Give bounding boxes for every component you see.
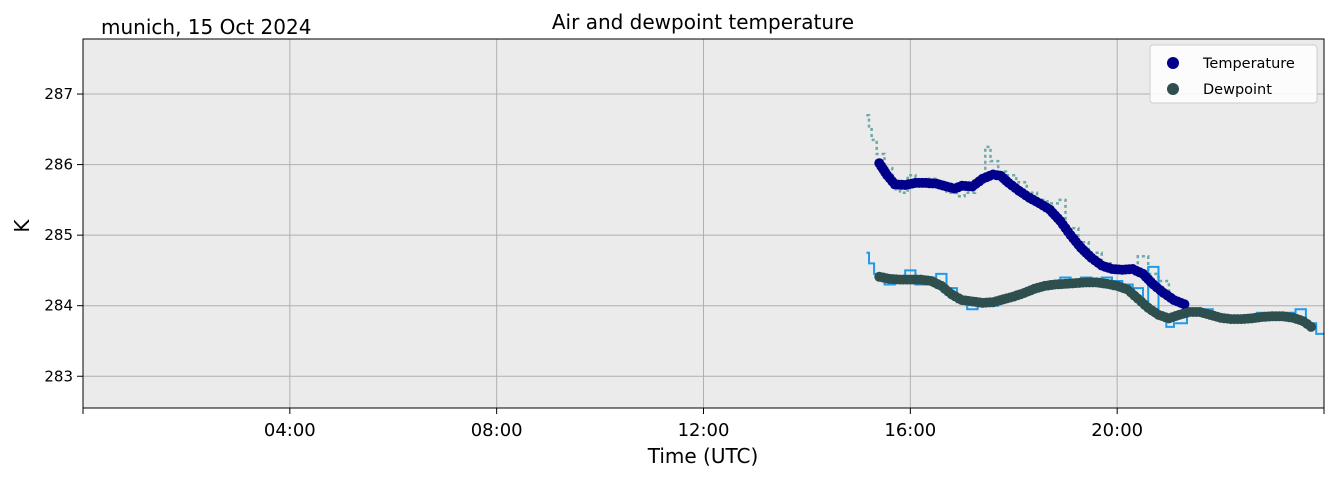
data-markers <box>874 158 1317 332</box>
y-tick-label: 286 <box>44 156 73 174</box>
raw-trace-temperature <box>866 113 1171 296</box>
legend-label: Dewpoint <box>1203 82 1272 98</box>
chart-subtitle: munich, 15 Oct 2024 <box>101 15 311 39</box>
x-axis-label: Time (UTC) <box>647 444 759 468</box>
legend-box <box>1149 44 1318 104</box>
x-tick-label: 16:00 <box>884 420 936 441</box>
legend: Temperature Dewpoint <box>1149 44 1318 104</box>
grid <box>83 39 1324 408</box>
legend-marker <box>1167 83 1179 95</box>
data-point-dewpoint <box>1306 321 1317 332</box>
data-point-temperature <box>1179 299 1190 310</box>
y-tick-label: 287 <box>44 85 73 103</box>
x-tick-label: 04:00 <box>264 420 316 441</box>
y-tick-label: 284 <box>44 297 73 315</box>
y-axis-label: K <box>10 219 34 233</box>
chart-title: Air and dewpoint temperature <box>552 10 854 34</box>
legend-label: Temperature <box>1202 56 1295 72</box>
axes: 04:00 08:00 12:00 16:00 20:00 283 284 285 286 287 <box>44 85 1325 441</box>
x-tick-label: 08:00 <box>471 420 523 441</box>
legend-marker <box>1167 57 1179 69</box>
x-tick-label: 12:00 <box>678 420 730 441</box>
x-tick-label: 20:00 <box>1091 420 1143 441</box>
y-tick-label: 285 <box>44 226 73 244</box>
y-tick-label: 283 <box>44 367 73 385</box>
